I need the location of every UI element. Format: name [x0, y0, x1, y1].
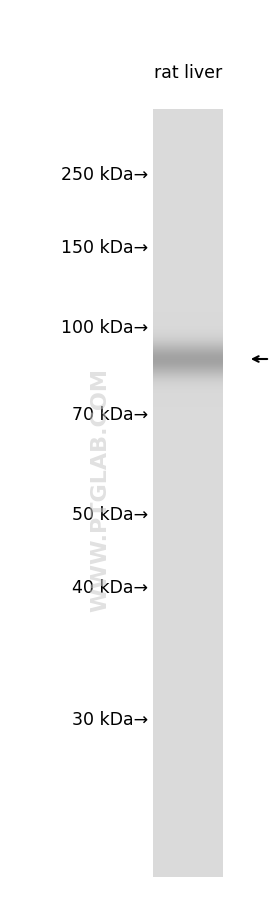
Text: 30 kDa→: 30 kDa→ — [72, 710, 148, 728]
Text: 250 kDa→: 250 kDa→ — [61, 166, 148, 184]
Text: 100 kDa→: 100 kDa→ — [61, 318, 148, 336]
Text: WWW.PTGLAB.COM: WWW.PTGLAB.COM — [90, 368, 110, 612]
Text: 40 kDa→: 40 kDa→ — [72, 578, 148, 596]
Text: 50 kDa→: 50 kDa→ — [72, 505, 148, 523]
Text: 150 kDa→: 150 kDa→ — [61, 239, 148, 257]
Text: 70 kDa→: 70 kDa→ — [72, 406, 148, 424]
Text: rat liver: rat liver — [154, 64, 222, 82]
